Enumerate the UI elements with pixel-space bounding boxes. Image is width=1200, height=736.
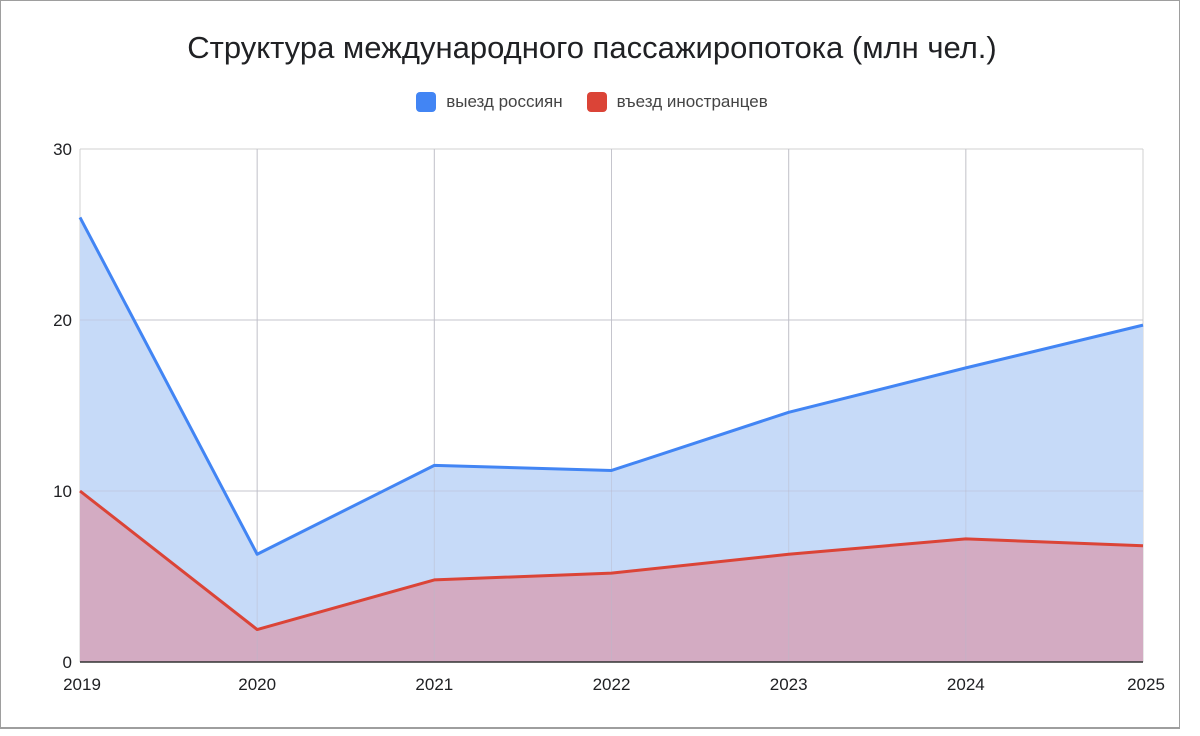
y-tick-label-20: 20: [53, 311, 72, 330]
x-tick-label-2020: 2020: [238, 675, 276, 694]
y-tick-label-10: 10: [53, 482, 72, 501]
x-tick-label-2023: 2023: [770, 675, 808, 694]
chart-title: Структура международного пассажиропотока…: [187, 30, 997, 65]
x-tick-label-2022: 2022: [593, 675, 631, 694]
legend-item-russians[interactable]: выезд россиян: [416, 92, 563, 112]
x-tick-label-2025: 2025: [1127, 675, 1165, 694]
area-fill-series-1: [80, 491, 1143, 662]
y-tick-label-0: 0: [63, 653, 72, 672]
legend-swatch-foreigners: [586, 92, 607, 112]
x-tick-label-2019: 2019: [63, 675, 101, 694]
legend-swatch-russians: [416, 92, 437, 112]
legend-item-foreigners[interactable]: въезд иностранцев: [586, 92, 768, 112]
legend-label-foreigners: въезд иностранцев: [616, 92, 768, 111]
y-tick-label-30: 30: [53, 140, 72, 159]
x-tick-label-2021: 2021: [415, 675, 453, 694]
chart-legend: выезд россиян въезд иностранцев: [0, 92, 1184, 112]
legend-label-russians: выезд россиян: [446, 92, 563, 111]
x-tick-label-2024: 2024: [947, 675, 985, 694]
